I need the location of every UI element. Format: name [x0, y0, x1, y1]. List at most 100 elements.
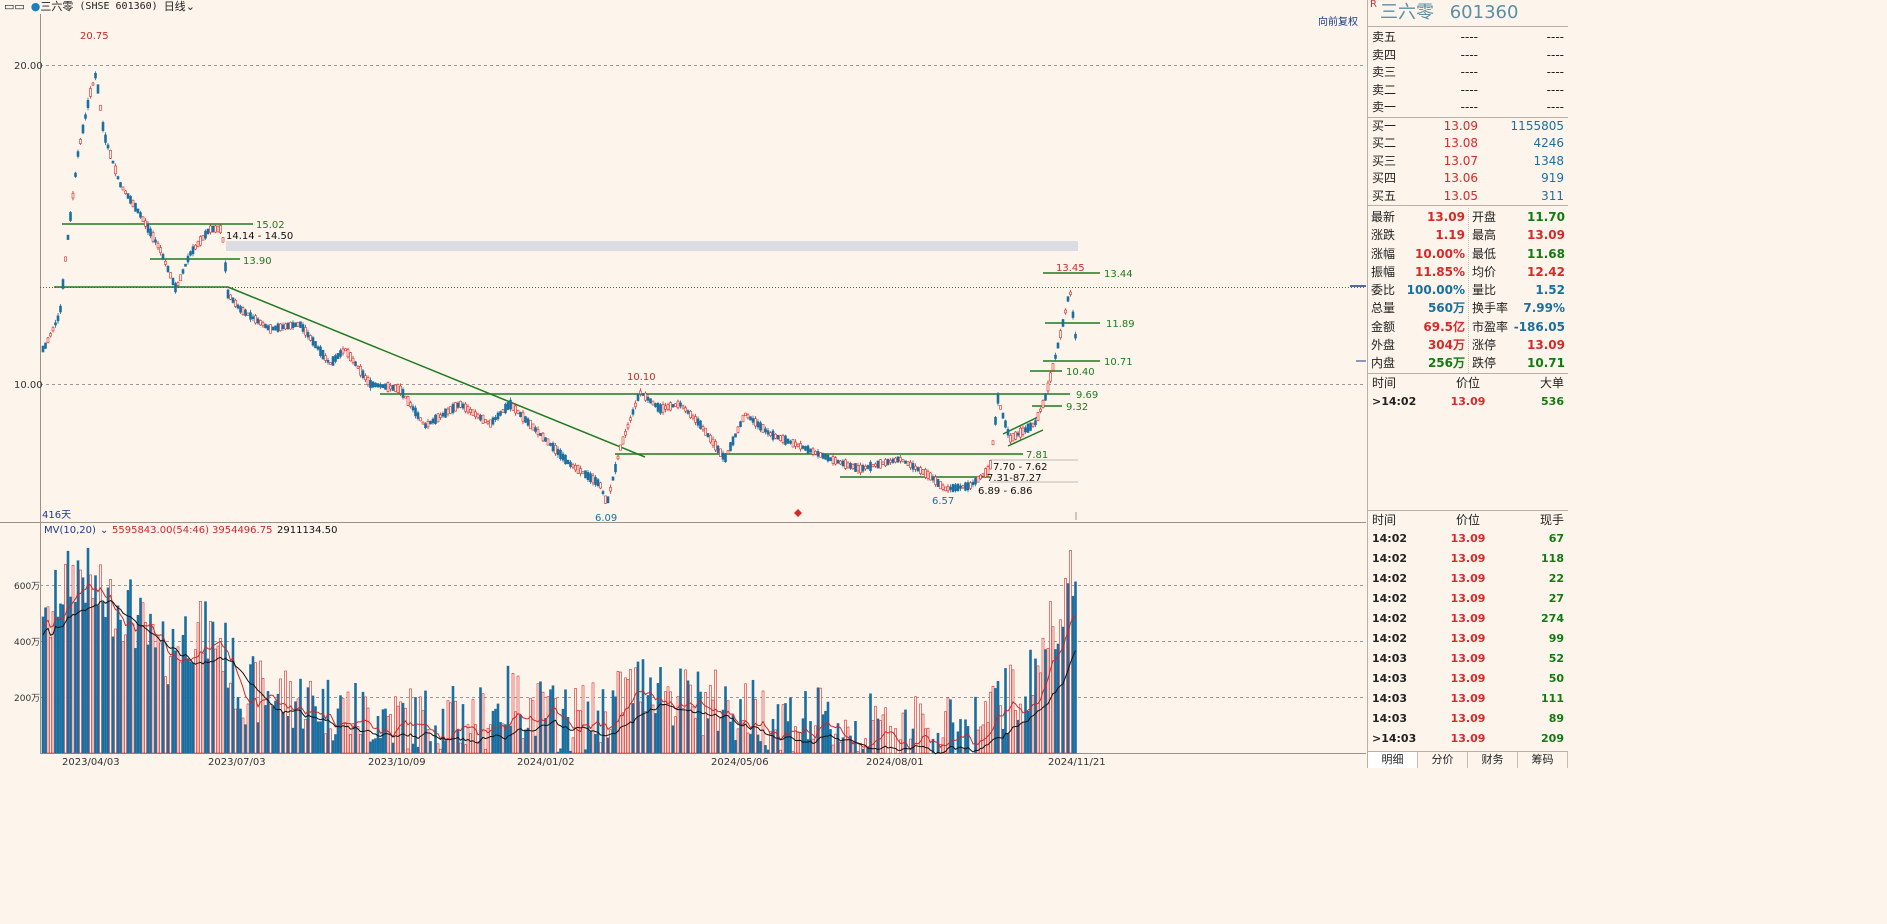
stat-value: 100.00%	[1406, 283, 1465, 298]
stats-grid: 最新 13.09 涨跌 1.19 涨幅 10.00% 振幅 11.85% 委比 100.00% 总量…	[1368, 205, 1568, 373]
stat-value: 1.19	[1435, 228, 1465, 243]
tab-chips[interactable]: 筹码	[1518, 752, 1568, 768]
tick-row[interactable]: 14:02 13.09 118	[1372, 552, 1564, 565]
level-label-13.44: 13.44	[1104, 269, 1133, 280]
range-label-1: 14.14 - 14.50	[226, 231, 293, 242]
stat-row: 总量 560万	[1368, 299, 1468, 317]
stat-label: 换手率	[1472, 301, 1509, 316]
stat-row: 市盈率 -186.05	[1469, 318, 1568, 336]
bid-row: 买二 13.08 4246	[1372, 136, 1564, 150]
stock-code: (SHSE 601360)	[79, 1, 158, 12]
tick-row[interactable]: 14:03 13.09 50	[1372, 672, 1564, 685]
level-label-10.40: 10.40	[1066, 367, 1095, 378]
tick-table: 时间 价位 现手 14:02 13.09 67 14:02 13.09 118 14:02 13.…	[1368, 510, 1568, 749]
tick-row[interactable]: >14:03 13.09 209	[1372, 732, 1564, 745]
tick-row[interactable]: 14:03 13.09 89	[1372, 712, 1564, 725]
stat-label: 均价	[1472, 264, 1497, 279]
stat-label: 总量	[1371, 301, 1396, 316]
tab-detail[interactable]: 明细	[1368, 752, 1418, 768]
event-marker-icon[interactable]	[794, 509, 802, 517]
bid-row: 买五 13.05 311	[1372, 188, 1564, 203]
tick-row[interactable]: 14:02 13.09 27	[1372, 592, 1564, 605]
restore-button[interactable]: 向前复权	[1318, 15, 1358, 28]
period-selector[interactable]: 日线⌄	[163, 0, 195, 13]
y-label-20: 20.00	[14, 61, 43, 72]
tab-finance[interactable]: 财务	[1468, 752, 1518, 768]
stat-value: 256万	[1427, 356, 1465, 371]
range-label-2: 7.70 - 7.62	[993, 462, 1048, 473]
vol-indicator-name[interactable]: MV(10,20)	[44, 525, 96, 536]
y-label-10: 10.00	[14, 380, 43, 391]
stat-label: 委比	[1371, 283, 1396, 298]
range-label-5: 6.89 - 6.86	[978, 486, 1033, 497]
stat-row: 内盘 256万	[1368, 354, 1468, 372]
stat-row: 外盘 304万	[1368, 336, 1468, 354]
date-label-6: 2024/08/01	[866, 757, 924, 766]
stat-value: 11.70	[1527, 210, 1565, 224]
level-label-10.71: 10.71	[1104, 357, 1133, 368]
ask-row: 卖五 ---- ----	[1372, 30, 1564, 44]
vol-ma10-line	[42, 583, 1076, 751]
volume-series	[41, 547, 1077, 754]
low-mark: 6.09	[595, 513, 617, 524]
stat-value: 10.00%	[1415, 246, 1465, 261]
stat-value: 1.52	[1535, 283, 1565, 298]
stat-row: 量比 1.52	[1469, 281, 1568, 299]
chart-canvas[interactable]: 20.00 10.00 向前复权 15.02 13.90 13.44 11.89…	[0, 14, 1366, 768]
stat-row: 换手率 7.99%	[1469, 299, 1568, 317]
stat-label: 市盈率	[1472, 319, 1509, 334]
big-order-table: 时间 价位 大单 >14:02 13.09 536	[1368, 372, 1568, 412]
stat-value: 10.71	[1527, 356, 1565, 371]
stat-value: -186.05	[1513, 319, 1565, 334]
stat-label: 涨幅	[1371, 246, 1396, 261]
kline-chart[interactable]: 20.00 10.00 向前复权 15.02 13.90 13.44 11.89…	[0, 14, 1366, 768]
quote-stock-name: 三六零	[1380, 2, 1434, 23]
mid-high-mark: 10.10	[627, 372, 656, 383]
date-label-1: 2023/04/03	[62, 757, 120, 766]
stat-label: 振幅	[1371, 264, 1396, 279]
stat-label: 开盘	[1472, 210, 1497, 224]
date-label-4: 2024/01/02	[517, 757, 575, 766]
vol-label-400: 400万	[14, 638, 40, 648]
ask-row: 卖三 ---- ----	[1372, 65, 1564, 79]
date-label-3: 2023/10/09	[368, 757, 426, 766]
stat-value: 560万	[1427, 301, 1465, 316]
big-order-row[interactable]: >14:02 13.09 536	[1372, 394, 1564, 408]
level-label-13.90: 13.90	[243, 256, 272, 267]
quote-stock-code: 601360	[1449, 2, 1519, 23]
stat-value: 304万	[1427, 338, 1465, 353]
stat-row: 振幅 11.85%	[1368, 263, 1468, 281]
stat-row: 最新 13.09	[1368, 208, 1468, 226]
restore-button-bg	[1314, 14, 1366, 28]
level-label-9.32: 9.32	[1066, 402, 1088, 413]
tick-row[interactable]: 14:02 13.09 67	[1372, 532, 1564, 545]
day-count: 416天	[42, 510, 71, 521]
chart-toolbar: ▭▭ ●三六零 (SHSE 601360) 日线⌄	[0, 0, 1366, 14]
stat-row: 跌停 10.71	[1469, 354, 1568, 372]
range-label-3: 7.31-87.27	[987, 473, 1042, 484]
tick-header: 时间 价位 现手	[1372, 513, 1564, 527]
layout-icon[interactable]: ▭▭	[4, 0, 25, 13]
ask-book: 卖五 ---- ---- 卖四 ---- ---- 卖三 ---- ---- 卖二 ---- -…	[1368, 26, 1568, 117]
bid-row: 买四 13.06 919	[1372, 171, 1564, 185]
stat-label: 内盘	[1371, 356, 1396, 371]
tick-row[interactable]: 14:02 13.09 22	[1372, 572, 1564, 585]
stats-right: 开盘 11.70 最高 13.09 最低 11.68 均价 12.42 量比 1.52 换手率 7.9…	[1468, 208, 1568, 373]
stat-value: 13.09	[1427, 210, 1465, 224]
panel-tabs: 明细 分价 财务 筹码	[1368, 751, 1568, 768]
level-label-9.69: 9.69	[1076, 390, 1098, 401]
tab-price-breakdown[interactable]: 分价	[1418, 752, 1468, 768]
tick-row[interactable]: 14:02 13.09 99	[1372, 632, 1564, 645]
stat-label: 外盘	[1371, 338, 1396, 353]
stat-label: 跌停	[1472, 356, 1497, 371]
stat-value: 12.42	[1527, 264, 1565, 279]
tick-row[interactable]: 14:02 13.09 274	[1372, 612, 1564, 625]
vol-indicator-chevron-icon[interactable]: ⌄	[100, 525, 108, 536]
big-order-header: 时间 价位 大单	[1372, 375, 1564, 390]
vol-value-2: 3954496.75	[212, 525, 272, 536]
tick-row[interactable]: 14:03 13.09 52	[1372, 652, 1564, 665]
channel-line-lower	[1007, 429, 1044, 447]
tick-row[interactable]: 14:03 13.09 111	[1372, 692, 1564, 705]
stock-name: ●三六零	[30, 0, 74, 13]
level-label-11.89: 11.89	[1106, 319, 1135, 330]
